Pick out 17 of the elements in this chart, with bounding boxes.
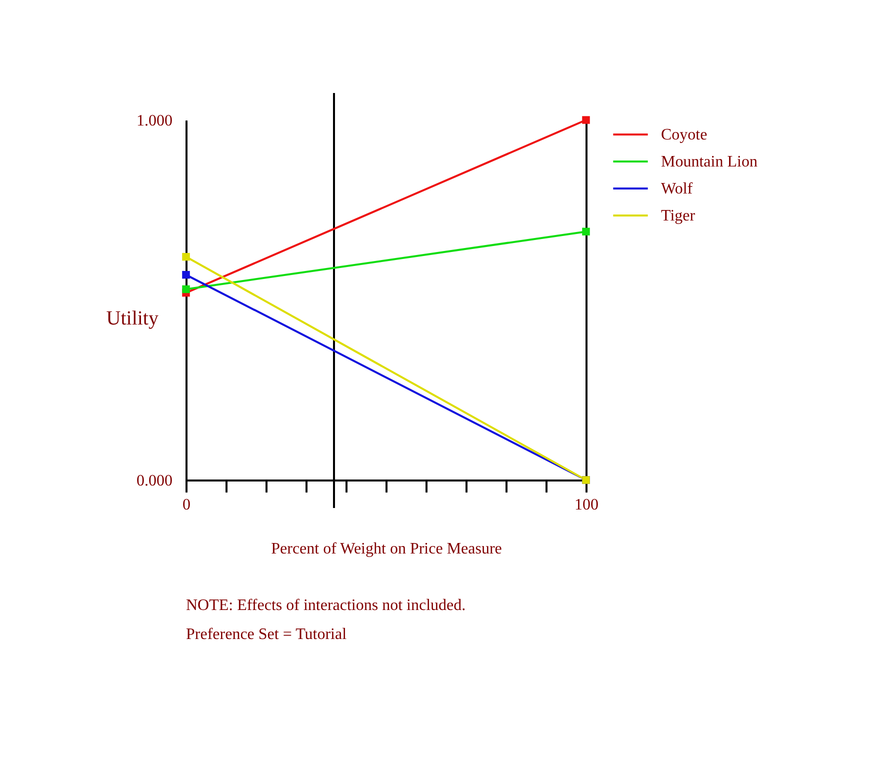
x-tick-label: 0	[182, 496, 190, 514]
point	[182, 270, 190, 279]
legend-label: Mountain Lion	[661, 154, 758, 170]
y-tick-label: 1.000	[136, 112, 172, 130]
y-axis-title: Utility	[106, 308, 158, 330]
point	[182, 285, 190, 294]
legend-label: Coyote	[661, 126, 708, 144]
point	[582, 228, 590, 236]
x-tick-label: 100	[574, 496, 598, 514]
legend-label: Tiger	[661, 208, 696, 224]
y-tick-label: 0.000	[136, 472, 172, 490]
point	[182, 252, 190, 261]
text: NOTE: Effects of interactions not included.	[186, 597, 466, 614]
legend-label: Wolf	[661, 180, 694, 198]
x-axis-title: Percent of Weight on Price Measure	[271, 540, 502, 558]
text: Preference Set = Tutorial	[186, 626, 348, 643]
point	[582, 116, 590, 124]
